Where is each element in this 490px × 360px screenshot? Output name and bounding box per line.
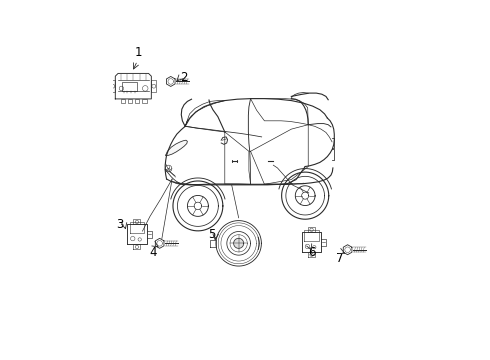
Bar [128,99,132,103]
Bar [135,99,140,103]
Bar [151,80,156,92]
Text: 7: 7 [336,252,343,265]
Text: 2: 2 [180,71,188,84]
Text: 3: 3 [116,218,123,231]
Polygon shape [234,238,244,248]
Text: 6: 6 [308,246,316,259]
Bar [122,82,137,91]
Text: 1: 1 [135,46,143,59]
Bar [110,80,115,92]
Bar [121,99,125,103]
Text: 5: 5 [208,228,215,241]
Text: 4: 4 [150,246,157,259]
Polygon shape [166,140,187,156]
Bar [142,99,147,103]
